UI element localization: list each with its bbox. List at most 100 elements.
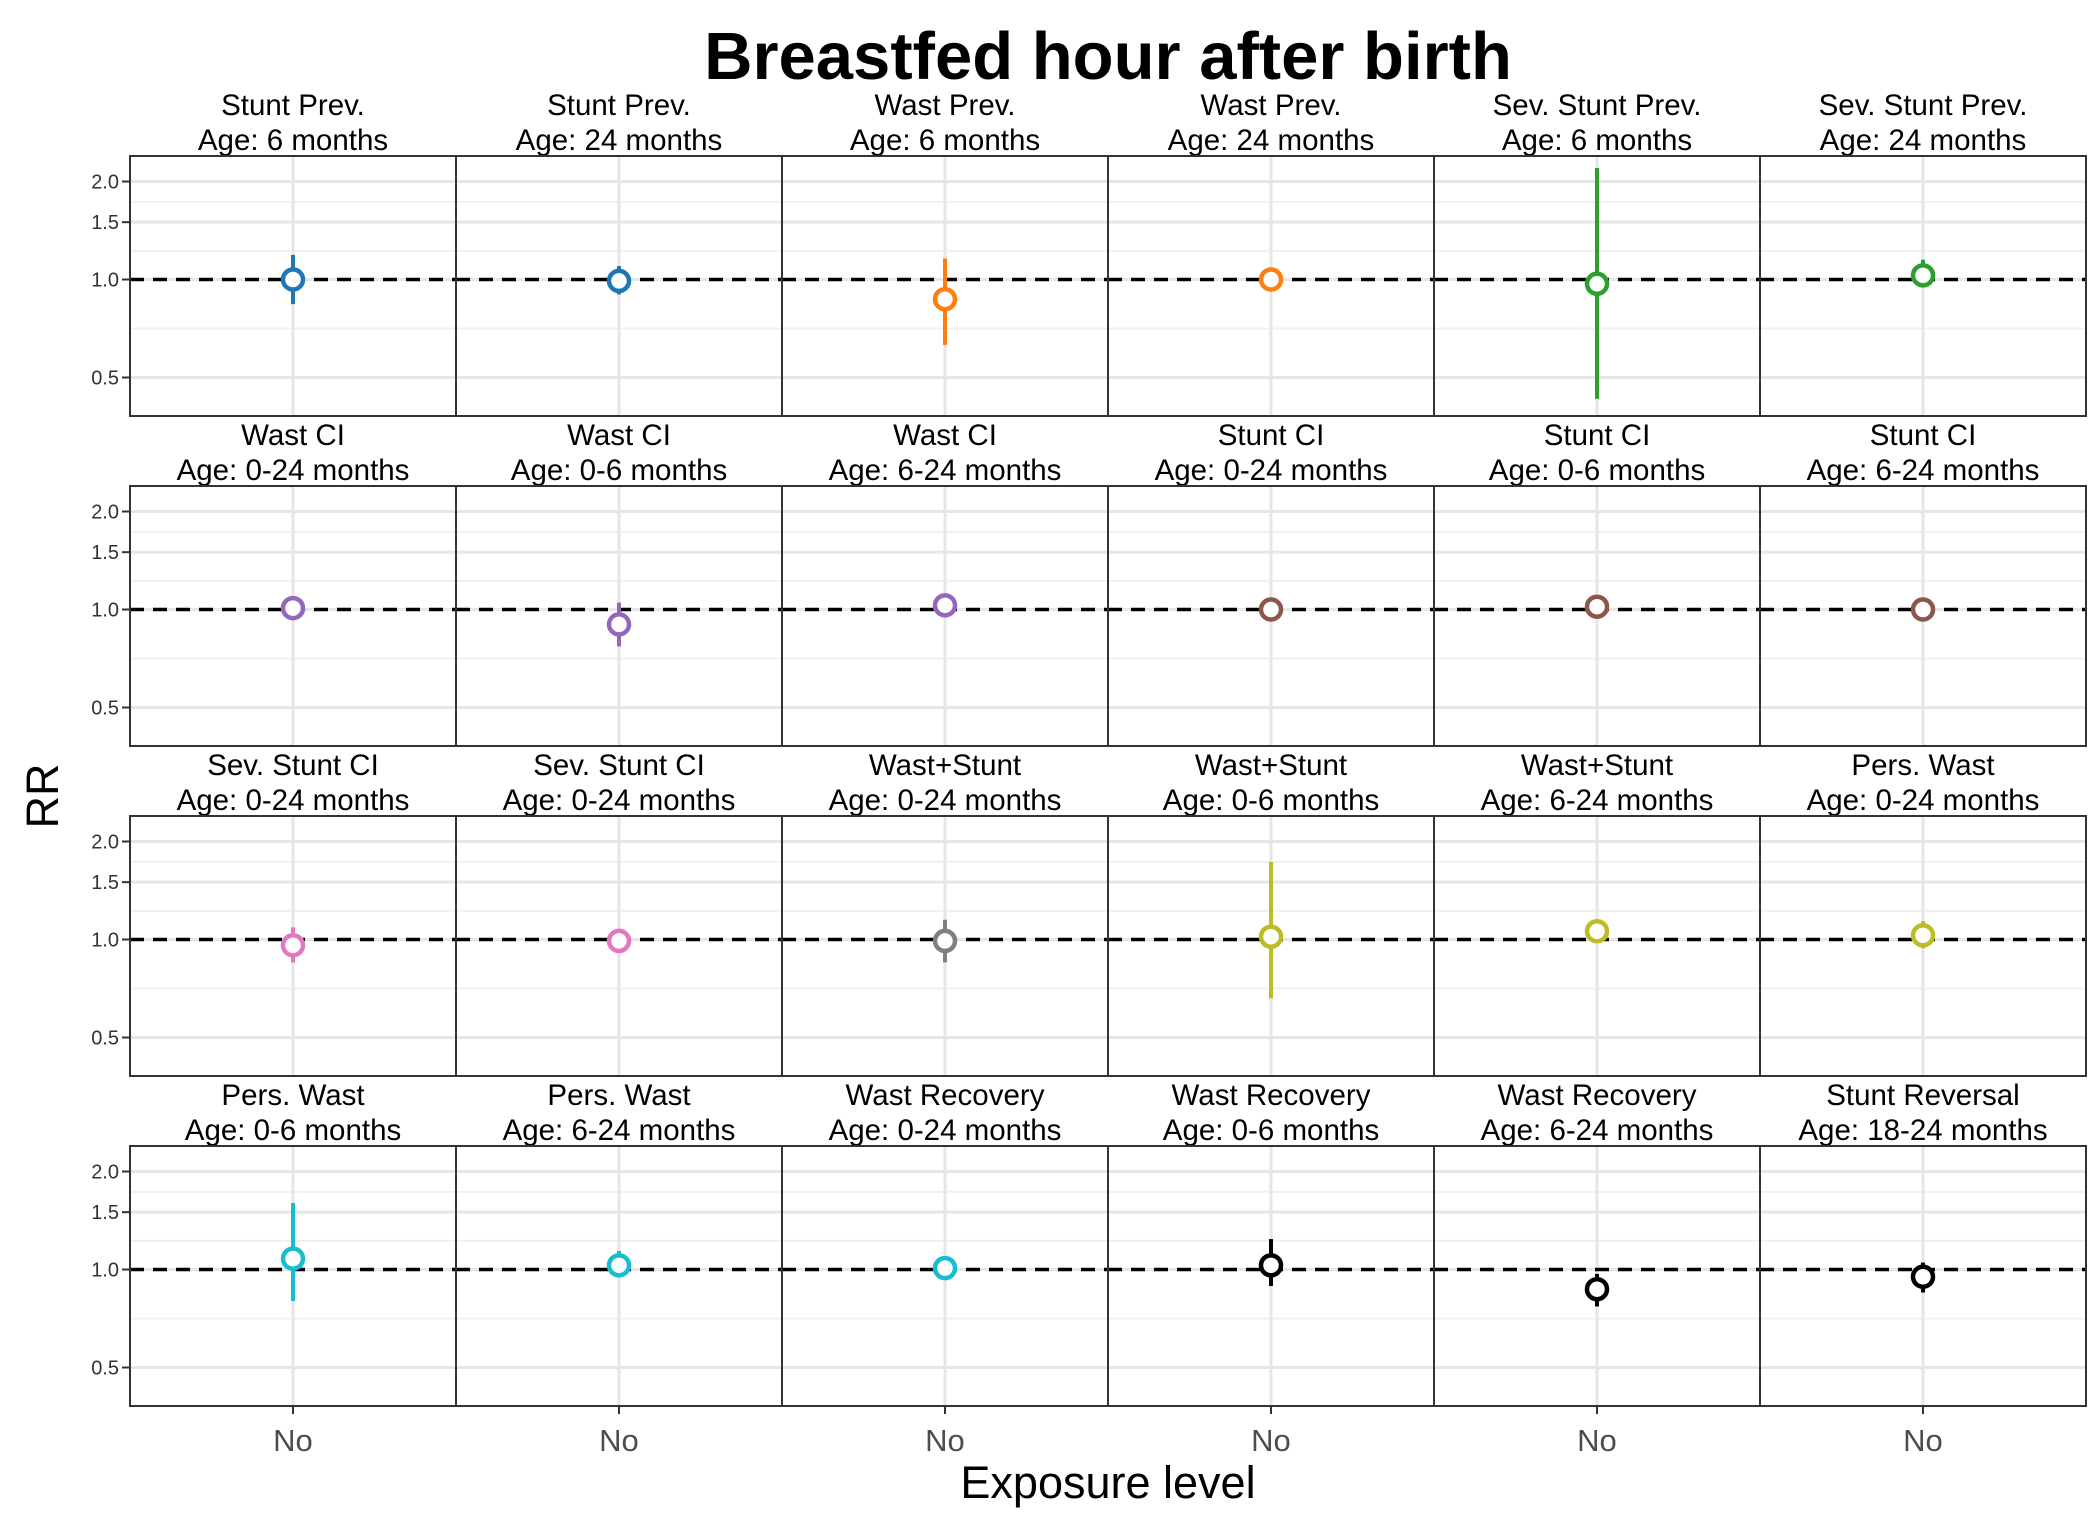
facet-age-label: Age: 18-24 months (1798, 1114, 2047, 1147)
rr-point (606, 1253, 632, 1278)
facet-outcome-label: Wast Prev. (875, 89, 1016, 122)
facet-panels: Stunt Prev.Age: 6 months0.51.01.52.0Stun… (91, 89, 2087, 1458)
rr-point (280, 267, 306, 292)
facet-age-label: Age: 6 months (198, 124, 388, 157)
y-tick-label: 1.0 (91, 600, 119, 622)
facet-outcome-label: Wast+Stunt (1521, 749, 1673, 782)
x-tick-label: No (1577, 1423, 1617, 1458)
y-axis-title: RR (17, 764, 68, 829)
facet-age-label: Age: 0-24 months (829, 1114, 1062, 1147)
y-tick-label: 1.0 (91, 930, 119, 952)
facet-outcome-label: Wast Prev. (1201, 89, 1342, 122)
facet-outcome-label: Wast Recovery (1172, 1079, 1371, 1112)
y-tick-label: 0.5 (91, 698, 119, 720)
facet-age-label: Age: 6-24 months (1481, 1114, 1714, 1147)
x-axis-title: Exposure level (960, 1457, 1255, 1508)
y-tick-label: 2.0 (91, 502, 119, 524)
facet-age-label: Age: 6 months (1502, 124, 1692, 157)
facet-age-label: Age: 24 months (1168, 124, 1375, 157)
rr-point (932, 928, 958, 954)
rr-point (606, 928, 632, 954)
facet-outcome-label: Wast Recovery (846, 1079, 1045, 1112)
rr-point (1584, 919, 1610, 944)
facet-age-label: Age: 0-24 months (1155, 454, 1388, 487)
facet-age-label: Age: 0-24 months (177, 784, 410, 817)
facet-panel: Wast Prev.Age: 6 months (781, 89, 1109, 417)
x-tick-label: No (599, 1423, 639, 1458)
rr-point (932, 1255, 958, 1281)
facet-outcome-label: Pers. Wast (1851, 749, 1994, 782)
facet-age-label: Age: 24 months (516, 124, 723, 157)
y-tick-label: 0.5 (91, 1028, 119, 1050)
facet-panel: Stunt Prev.Age: 6 months 0.5 1.0 1.5 2.0 (91, 89, 457, 417)
rr-point (1910, 1264, 1936, 1290)
x-tick-label: No (1903, 1423, 1943, 1458)
facet-age-label: Age: 0-24 months (177, 454, 410, 487)
x-tick-label: No (925, 1423, 965, 1458)
facet-outcome-label: Stunt Reversal (1826, 1079, 2019, 1112)
facet-panel: Wast Prev.Age: 24 months (1107, 89, 1435, 417)
facet-age-label: Age: 0-24 months (829, 784, 1062, 817)
facet-age-label: Age: 0-6 months (1163, 784, 1379, 817)
rr-point (1258, 1253, 1284, 1278)
y-tick-label: 2.0 (91, 1162, 119, 1184)
rr-point (1910, 923, 1936, 948)
y-tick-label: 1.5 (91, 542, 119, 564)
facet-panel: Sev. Stunt Prev.Age: 24 months (1759, 89, 2087, 417)
facet-age-label: Age: 0-6 months (1489, 454, 1705, 487)
rr-point (1910, 263, 1936, 288)
y-tick-label: 0.5 (91, 368, 119, 390)
facet-panel: Stunt Prev.Age: 24 months (455, 89, 783, 417)
panel-border (1759, 155, 2087, 417)
x-tick-label: No (273, 1423, 313, 1458)
facet-age-label: Age: 0-6 months (511, 454, 727, 487)
rr-point (280, 595, 306, 621)
facet-outcome-label: Sev. Stunt CI (533, 749, 705, 782)
y-tick-label: 2.0 (91, 172, 119, 194)
facet-age-label: Age: 24 months (1820, 124, 2027, 157)
panel-border (1759, 815, 2087, 1077)
facet-outcome-label: Stunt Prev. (221, 89, 365, 122)
facet-outcome-label: Pers. Wast (221, 1079, 364, 1112)
rr-point (280, 933, 306, 958)
facet-outcome-label: Wast+Stunt (869, 749, 1021, 782)
rr-point (606, 268, 632, 294)
facet-outcome-label: Sev. Stunt CI (207, 749, 379, 782)
rr-point (1258, 597, 1284, 622)
facet-age-label: Age: 6-24 months (829, 454, 1062, 487)
facet-outcome-label: Sev. Stunt Prev. (1819, 89, 2028, 122)
facet-panel: Sev. Stunt Prev.Age: 6 months (1433, 89, 1761, 417)
rr-point (1258, 924, 1284, 949)
facet-outcome-label: Wast+Stunt (1195, 749, 1347, 782)
rr-point (606, 612, 632, 637)
facet-age-label: Age: 6 months (850, 124, 1040, 157)
facet-age-label: Age: 0-24 months (503, 784, 736, 817)
y-tick-label: 1.5 (91, 872, 119, 894)
facet-age-label: Age: 6-24 months (503, 1114, 736, 1147)
rr-point (1258, 267, 1284, 292)
facet-age-label: Age: 6-24 months (1481, 784, 1714, 817)
y-tick-label: 1.5 (91, 1202, 119, 1224)
facet-outcome-label: Stunt CI (1870, 419, 1977, 452)
facet-age-label: Age: 0-6 months (185, 1114, 401, 1147)
facet-outcome-label: Stunt Prev. (547, 89, 691, 122)
facet-age-label: Age: 6-24 months (1807, 454, 2040, 487)
rr-point (1910, 597, 1936, 622)
